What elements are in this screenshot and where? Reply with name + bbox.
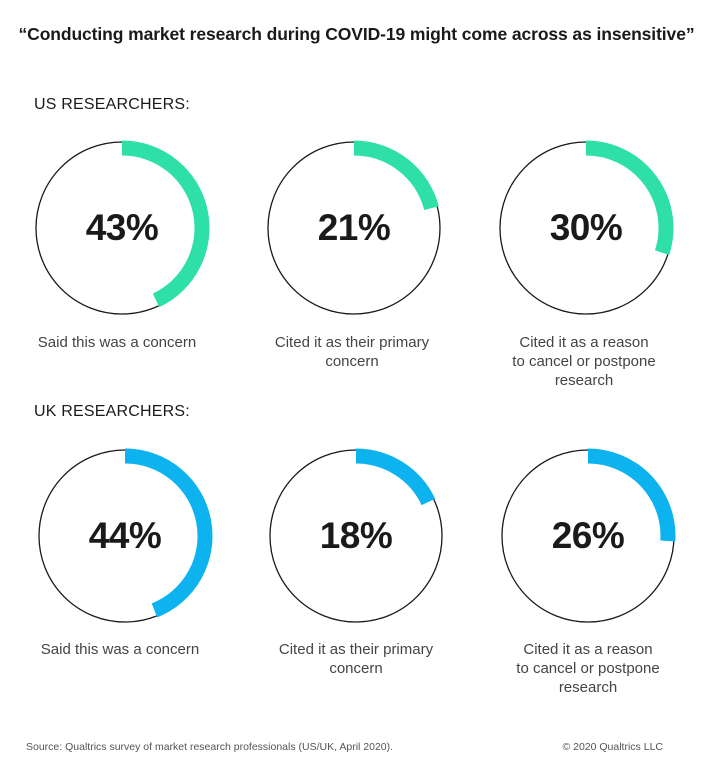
us-donut-1-value: 43% [85,207,159,248]
us-section-label: US RESEARCHERS: [34,96,190,113]
uk-donut-3-value: 26% [551,515,625,556]
us-caption-1: Said this was a concern [37,334,197,351]
uk-donut-1: 44% [35,446,215,626]
us-caption-3: Cited it as a reason to cancel or postpo… [512,334,656,389]
us-donut-2-svg [267,140,441,315]
uk-donut-2-value: 18% [319,515,393,556]
us-donut-1-svg [35,140,210,315]
uk-donut-1-value: 44% [88,515,162,556]
uk-donut-3: 26% [498,446,678,626]
uk-donut-2-svg [269,448,443,623]
uk-donut-3-svg [501,448,676,623]
us-donut-2: 21% [264,138,444,318]
us-donut-2-value: 21% [317,207,391,248]
uk-section-label: UK RESEARCHERS: [34,403,190,420]
us-donut-3-svg [499,140,674,315]
copyright-note: © 2020 Qualtrics LLC [562,741,663,753]
us-donut-2-arc [353,140,439,211]
uk-donut-2-arc [355,448,436,506]
uk-caption-3: Cited it as a reason to cancel or postpo… [516,641,660,696]
chart-title: “Conducting market research during COVID… [18,24,695,44]
uk-donut-1-arc [124,448,213,618]
uk-donut-3-arc [587,448,676,542]
us-donut-3: 30% [496,138,676,318]
us-caption-2: Cited it as their primary concern [274,334,430,370]
uk-donut-1-svg [38,448,213,623]
us-donut-1: 43% [32,138,212,318]
us-donut-3-value: 30% [549,207,623,248]
source-note: Source: Qualtrics survey of market resea… [26,741,394,753]
us-donut-1-arc [121,140,210,308]
uk-caption-2: Cited it as their primary concern [278,641,434,677]
uk-caption-1: Said this was a concern [40,641,200,658]
uk-donut-2: 18% [266,446,446,626]
us-donut-3-arc [585,140,674,256]
